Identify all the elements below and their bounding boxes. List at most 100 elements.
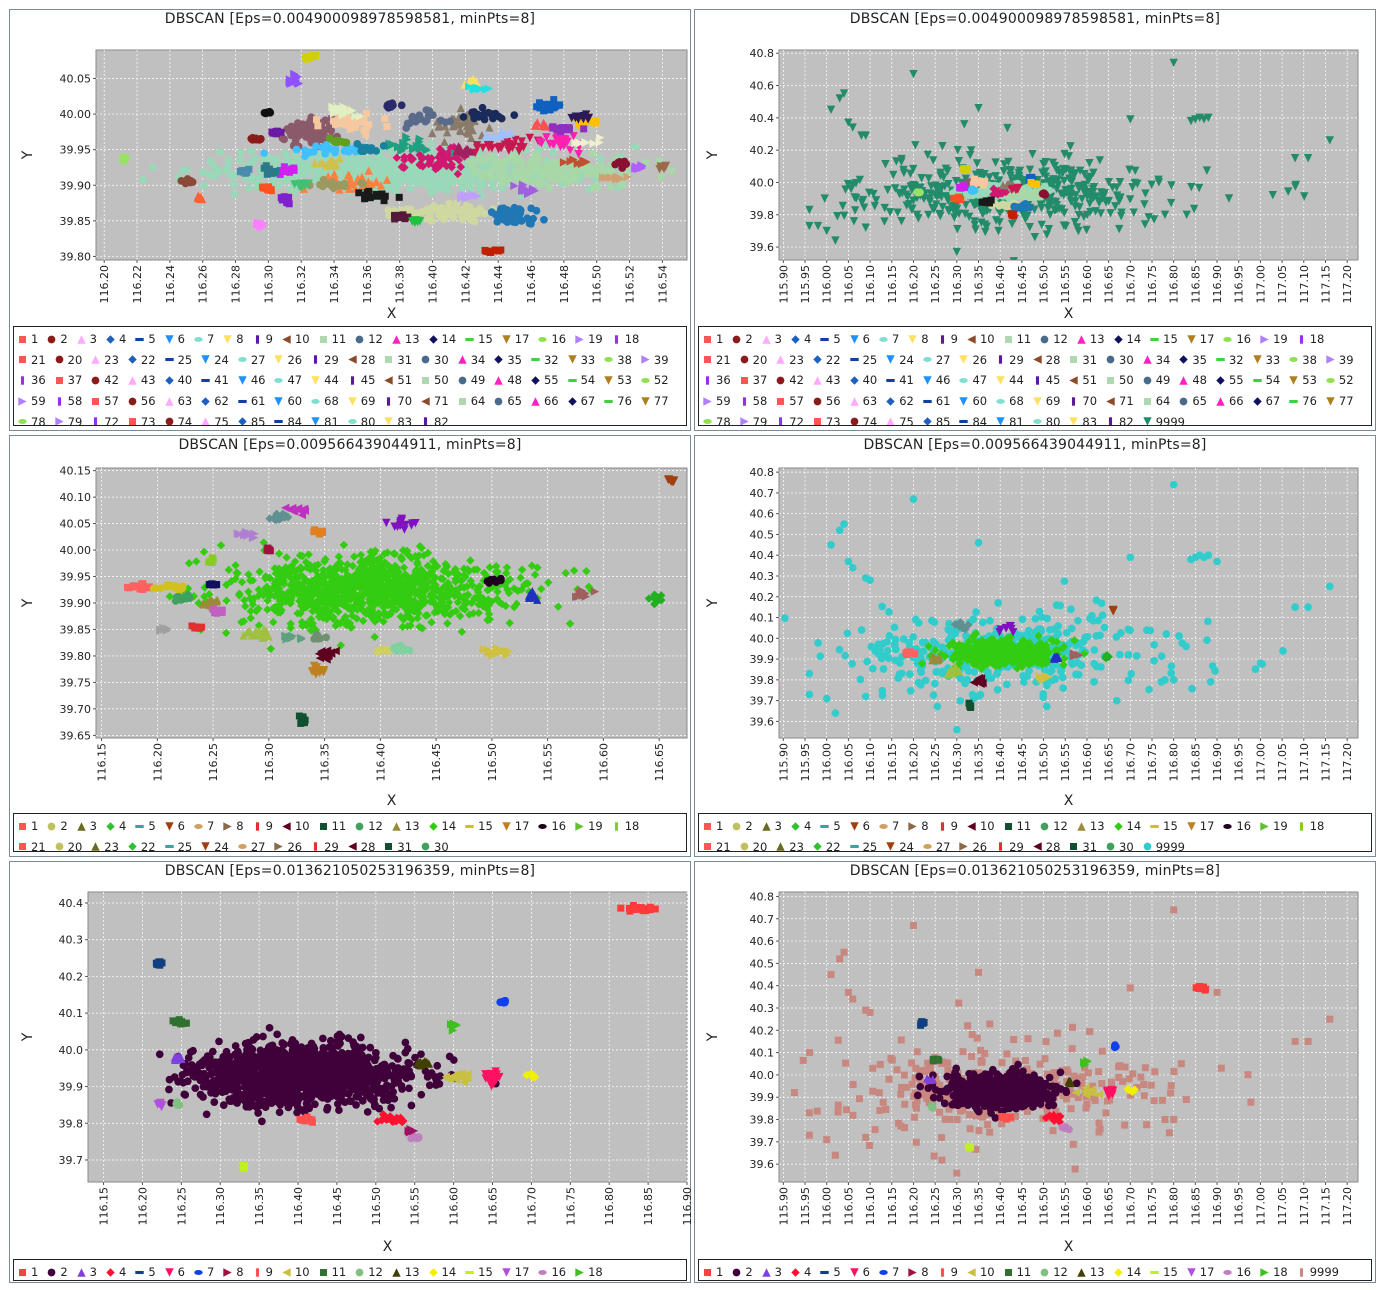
legend-item: 17 [502,329,529,350]
legend-marker-shape [424,417,428,425]
noise-point [1150,656,1158,665]
cluster-point-2 [589,169,597,177]
legend-marker [1216,396,1225,406]
cluster-point-1 [450,591,459,601]
legend-item: 59 [18,391,46,412]
noise-point [923,150,932,160]
legend-marker-shape [106,822,115,831]
cluster-point-1 [370,556,380,565]
legend-marker [777,397,785,405]
cluster-point-1 [346,623,356,632]
legend-marker [223,822,232,831]
cluster-point-1 [226,169,235,178]
noise-point [924,174,933,183]
cluster-point-1 [387,147,396,156]
cluster-point-41 [583,115,593,124]
legend-item: 50 [421,370,449,391]
legend-label: 50 [1119,373,1134,388]
legend-marker-shape [494,355,504,365]
legend-item: 16 [1223,329,1251,350]
legend-item: 48 [1179,370,1207,391]
cluster-point-11 [574,150,583,159]
noise-point [1111,202,1120,211]
cluster-point-2 [606,183,614,191]
legend-marker-shape [776,355,785,365]
legend-marker [164,335,174,344]
legend-item: 1 [18,816,38,837]
legend-label: 33 [1265,352,1281,367]
noise-point [1080,185,1089,194]
noise-point [1048,158,1058,167]
cluster-point-2 [471,167,479,175]
noise-point [883,185,892,195]
legend-marker [967,335,976,344]
scatter-plot: 115.90 115.95 116.00 116.05 116.10 116.15 116.… [705,466,1359,809]
legend-marker [813,376,822,385]
x-tick-label: 116.50 [591,265,604,304]
cluster-point-2 [133,582,141,590]
legend-marker-shape [1252,378,1262,383]
cluster-point-14 [382,518,391,528]
legend-marker-shape [274,396,284,406]
legend-marker-shape [1106,396,1115,406]
cluster-point-6 [399,163,408,172]
legend-item: 23 [91,837,119,851]
legend-item: 70 [1069,391,1097,412]
legend-item: 9 [938,329,958,350]
cluster-point-2 [642,160,650,168]
legend-item: 31 [384,837,412,851]
cluster-point-1 [462,168,470,177]
cluster-point-5 [527,204,536,213]
cluster-point-8 [428,128,437,138]
legend-label: 34 [470,352,486,367]
noise-point [950,213,959,222]
cluster-point-1 [236,148,245,157]
legend-item: 17 [502,816,529,837]
legend-marker [19,843,26,851]
cluster-point-8 [465,118,475,127]
legend-label: 13 [404,819,420,834]
legend-marker-shape [135,824,145,828]
cluster-point-1 [390,163,399,172]
legend-marker [604,376,613,385]
legend-label: 48 [1192,373,1207,388]
legend-label: 38 [1302,352,1317,367]
cluster-point-11 [565,146,575,155]
noise-point [1080,180,1090,190]
cluster-point-15 [437,116,445,125]
noise-point [858,195,868,205]
cluster-point-25 [314,649,324,658]
cluster-point-9 [552,102,560,110]
cluster-point-13 [372,177,381,187]
legend-item: 71 [1106,391,1134,412]
cluster-point-9 [535,99,543,107]
cluster-point-5 [503,208,512,216]
points-layer [124,475,679,727]
legend-marker [849,376,859,385]
legend-label: 7 [206,819,215,834]
legend-marker-shape [923,376,932,385]
legend-label: 25 [177,839,193,852]
noise-point [1025,165,1035,174]
legend-label: 78 [716,414,731,426]
legend-marker-shape [319,335,327,343]
legend-marker-shape [1216,376,1225,385]
x-tick-label: 116.26 [197,265,210,304]
cluster-point-26 [335,154,344,163]
legend-marker [355,335,364,344]
cluster-point-1 [403,611,412,620]
legend-marker-shape [967,335,976,344]
legend-label: 23 [104,352,119,367]
x-tick-label: 116.20 [907,743,920,782]
y-tick-label: 40.15 [60,465,92,478]
cluster-point-2 [475,156,483,164]
y-tick-label: 39.90 [60,179,92,192]
cluster-point-1 [290,188,299,196]
cluster-point-2 [145,583,153,591]
legend-marker [384,417,394,425]
noise-point [897,154,906,164]
cluster-point-10 [525,133,535,143]
cluster-point-15 [416,114,425,123]
legend-label: 59 [716,394,731,409]
cluster-point-22 [259,624,269,634]
